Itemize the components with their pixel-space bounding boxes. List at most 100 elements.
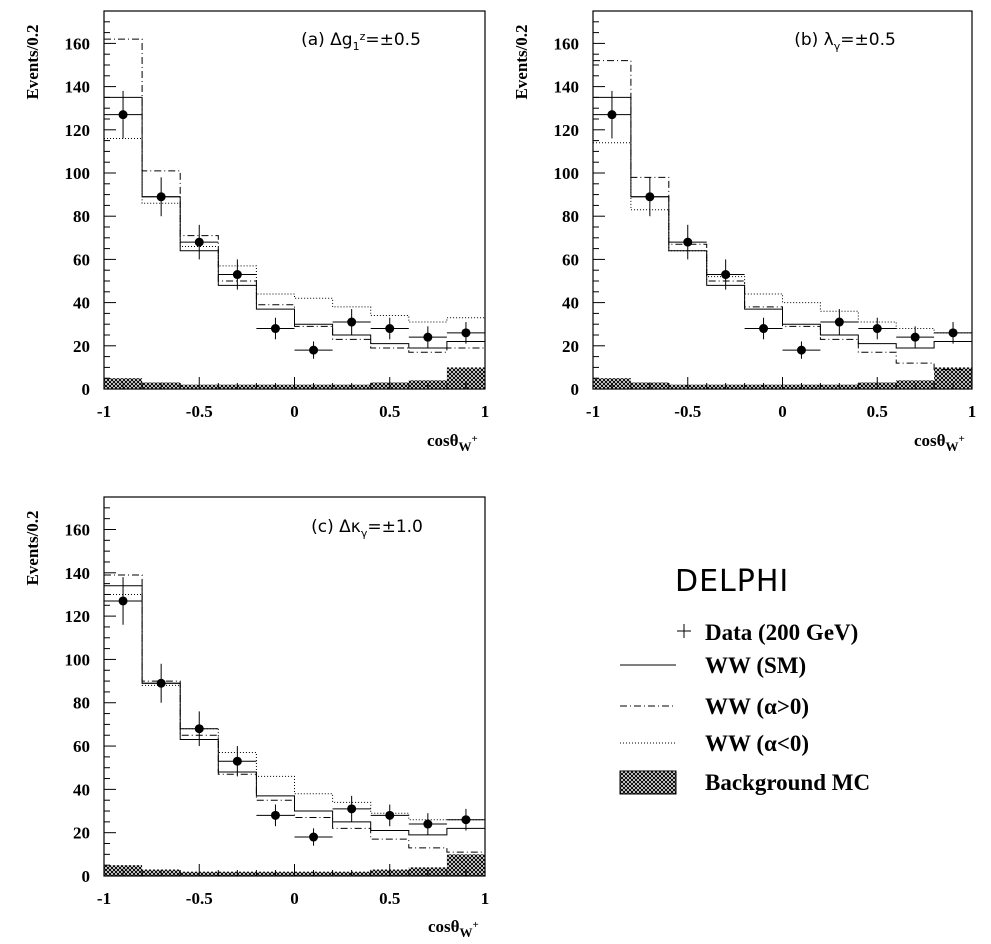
- x-tick-label: -0.5: [186, 402, 213, 421]
- legend-item-data: Data (200 GeV): [677, 620, 858, 645]
- y-tick-label: 0: [82, 867, 91, 886]
- histogram-panel-b: Events/0.2 (b) λγ=±0.5 cosθW+ 0 20 40 60 80 1…: [512, 10, 976, 454]
- y-tick-label: 60: [73, 250, 90, 269]
- legend-item-positive: WW (α>0): [620, 694, 809, 719]
- data-point: [218, 746, 257, 777]
- data-point: [180, 711, 219, 747]
- y-tick-label: 60: [73, 737, 90, 756]
- data-point: [332, 795, 371, 822]
- x-tick-label: 0.5: [379, 402, 400, 421]
- histogram-panel-a: Events/0.2 (a) Δg1z=±0.5 cosθW+ 0 20 40 60 8…: [23, 10, 490, 454]
- y-tick-label: 100: [65, 650, 91, 669]
- legend-item-background: Background MC: [619, 770, 870, 795]
- data-point: [630, 177, 669, 217]
- y-tick-label: 20: [73, 824, 90, 843]
- y-tick-label: 40: [562, 294, 579, 313]
- y-tick-label: 80: [562, 207, 579, 226]
- data-point: [446, 322, 485, 344]
- series-solid: [104, 585, 485, 836]
- y-tick-label: 120: [65, 121, 91, 140]
- x-tick-label: 0.5: [867, 402, 888, 421]
- y-tick-label: 60: [562, 250, 579, 269]
- y-tick-label: 20: [73, 337, 90, 356]
- x-axis-label: cosθW+: [428, 917, 479, 940]
- legend-label: WW (SM): [705, 653, 806, 678]
- data-point: [142, 177, 181, 217]
- y-axis-label: Events/0.2: [512, 24, 531, 99]
- x-tick-label: 1: [481, 402, 490, 421]
- y-tick-label: 80: [73, 694, 90, 713]
- data-point: [370, 317, 409, 340]
- panel-title: (a) Δg1z=±0.5: [301, 30, 421, 53]
- x-axis-label: cosθW+: [427, 431, 478, 454]
- series-dotted: [104, 137, 485, 323]
- data-point: [104, 90, 143, 139]
- y-axis-label: Events/0.2: [23, 24, 42, 99]
- y-tick-label: 100: [554, 164, 580, 183]
- legend: DELPHI Data (200 GeV) WW (SM) WW (α>0) W…: [619, 564, 870, 795]
- y-axis-label: Events/0.2: [23, 510, 42, 585]
- background-bar: [446, 367, 485, 389]
- series-dotted: [104, 593, 485, 821]
- y-tick-label: 40: [73, 780, 90, 799]
- data-point: [408, 326, 447, 348]
- legend-label: Background MC: [705, 770, 870, 795]
- x-axis-label: cosθW+: [914, 431, 965, 454]
- data-point: [256, 317, 295, 340]
- series-dashdot: [104, 574, 485, 853]
- data-point: [668, 224, 707, 260]
- plot-area: 0 20 40 60 80 100 120 140 160 -1 -0.5 0 0.5 1: [65, 496, 490, 908]
- legend-item-negative: WW (α<0): [620, 731, 809, 756]
- histogram-panel-c: Events/0.2 (c) Δκγ=±1.0 cosθW+ 0 20 40 60 80…: [23, 496, 490, 940]
- series-dashdot: [104, 38, 485, 353]
- data-point: [256, 804, 295, 827]
- data-point: [142, 663, 181, 703]
- x-tick-label: 0.5: [379, 889, 400, 908]
- data-point: [744, 317, 783, 340]
- x-tick-label: -0.5: [674, 402, 701, 421]
- series-dashdot: [593, 60, 972, 371]
- data-point: [180, 224, 219, 260]
- data-point: [294, 341, 333, 359]
- x-tick-label: 0: [290, 889, 299, 908]
- plot-area: 0 20 40 60 80 100 120 140 160 -1 -0.5 0 0.5 1: [65, 10, 490, 421]
- y-tick-label: 140: [554, 78, 580, 97]
- data-point: [820, 309, 859, 335]
- data-point: [446, 808, 485, 831]
- series-solid: [104, 96, 485, 349]
- y-tick-label: 40: [73, 294, 90, 313]
- legend-item-sm: WW (SM): [620, 653, 806, 678]
- x-tick-label: 0: [778, 402, 787, 421]
- data-point: [934, 322, 972, 344]
- y-tick-label: 160: [65, 34, 91, 53]
- legend-label: Data (200 GeV): [705, 620, 858, 645]
- panel-title: (c) Δκγ=±1.0: [311, 517, 423, 540]
- data-point: [332, 309, 371, 335]
- data-point: [370, 804, 409, 827]
- legend-label: WW (α>0): [705, 694, 809, 719]
- data-point: [294, 828, 333, 846]
- y-tick-label: 20: [562, 337, 579, 356]
- data-point: [104, 577, 143, 625]
- series-dotted: [593, 142, 972, 334]
- y-tick-label: 140: [65, 564, 91, 583]
- plot-area: 0 20 40 60 80 100 120 140 160 -1 -0.5 0 0.5 1: [554, 10, 976, 421]
- y-tick-label: 0: [82, 380, 91, 399]
- y-tick-label: 120: [65, 607, 91, 626]
- delphi-logo-text: DELPHI: [675, 564, 789, 599]
- y-tick-label: 120: [554, 121, 580, 140]
- panel-title: (b) λγ=±0.5: [794, 30, 896, 53]
- data-point: [218, 259, 257, 290]
- data-point: [408, 813, 447, 835]
- y-tick-label: 140: [65, 78, 91, 97]
- data-point: [782, 341, 821, 359]
- data-point: [706, 259, 745, 290]
- x-tick-label: -1: [97, 402, 111, 421]
- y-tick-label: 0: [571, 380, 580, 399]
- data-point: [858, 317, 897, 340]
- y-tick-label: 160: [554, 34, 580, 53]
- y-tick-label: 80: [73, 207, 90, 226]
- legend-label: WW (α<0): [705, 731, 809, 756]
- x-tick-label: 1: [481, 889, 490, 908]
